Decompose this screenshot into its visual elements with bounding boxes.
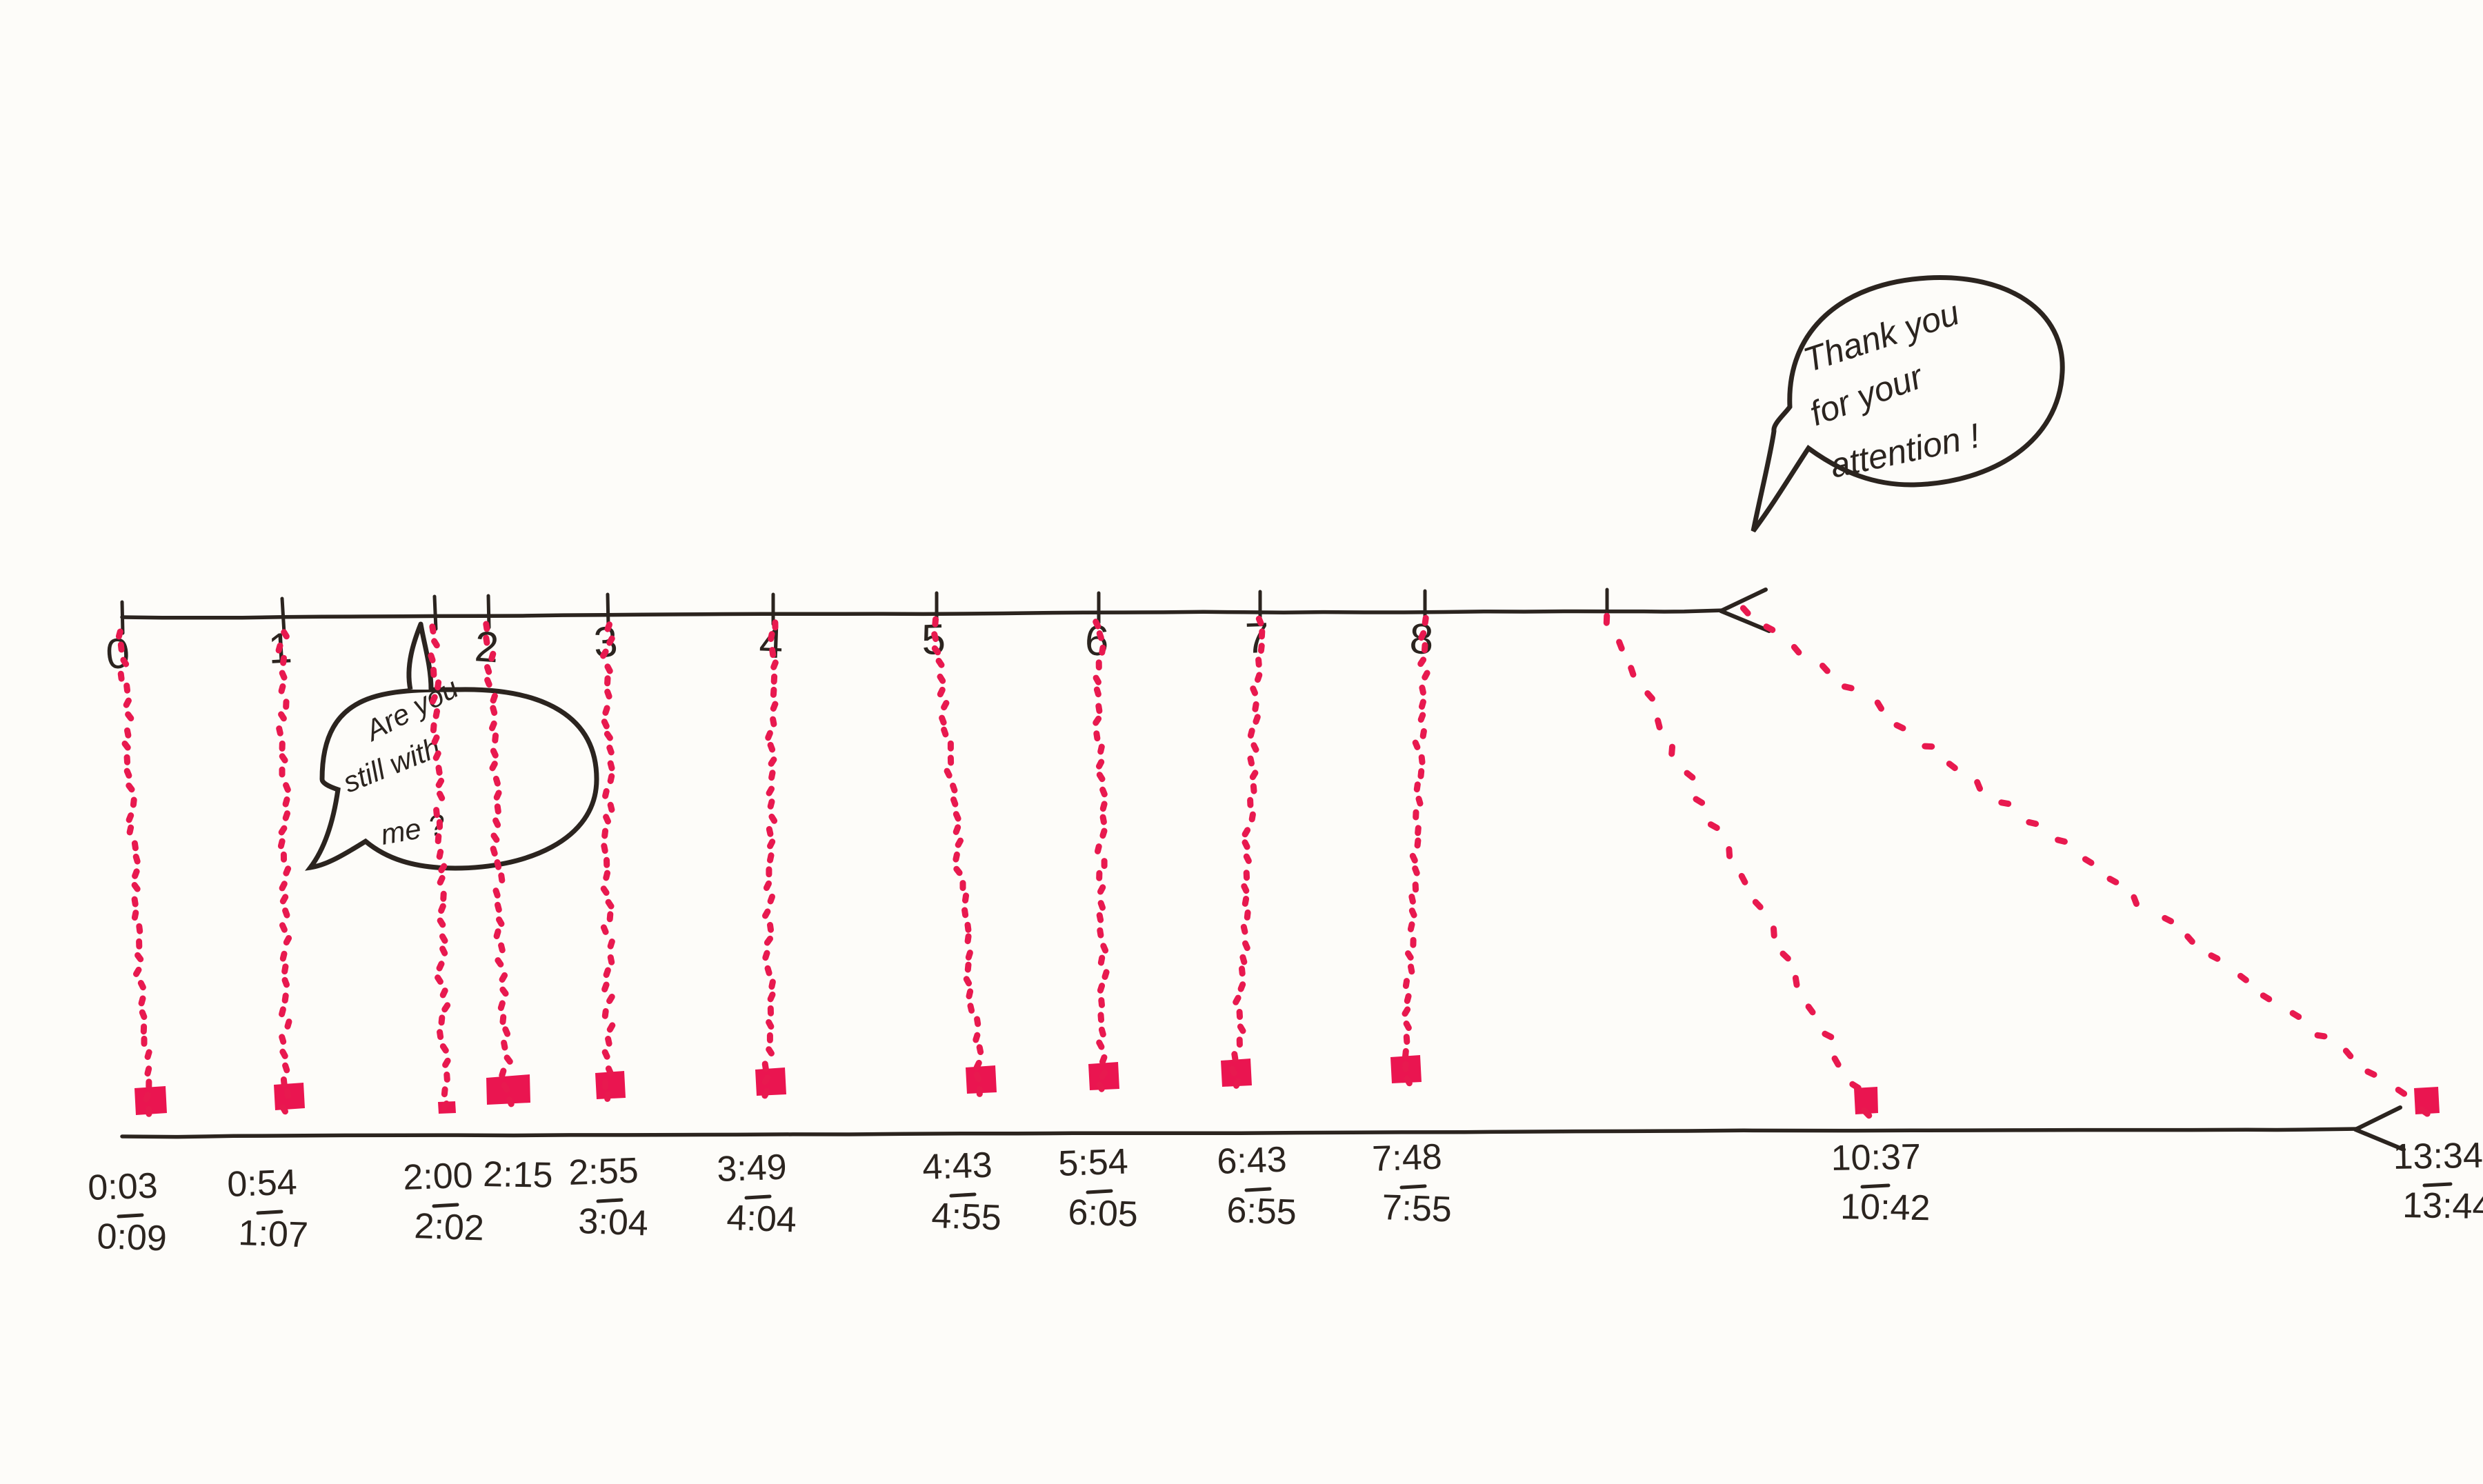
svg-text:0:09: 0:09 <box>97 1216 168 1259</box>
svg-text:7:55: 7:55 <box>1382 1187 1453 1230</box>
svg-text:4:43: 4:43 <box>921 1145 993 1187</box>
svg-text:5:54: 5:54 <box>1057 1141 1128 1183</box>
svg-text:13:44: 13:44 <box>2402 1185 2483 1227</box>
svg-text:13:34: 13:34 <box>2393 1136 2483 1177</box>
svg-text:10:37: 10:37 <box>1831 1137 1921 1179</box>
svg-text:4:55: 4:55 <box>931 1196 1002 1238</box>
svg-text:2:15: 2:15 <box>483 1154 553 1196</box>
svg-text:0:03: 0:03 <box>87 1165 158 1207</box>
svg-text:6:05: 6:05 <box>1068 1192 1139 1234</box>
svg-text:2:00: 2:00 <box>402 1155 473 1197</box>
svg-text:2:02: 2:02 <box>414 1206 485 1248</box>
svg-text:6:43: 6:43 <box>1216 1139 1287 1181</box>
svg-text:4: 4 <box>759 619 784 668</box>
svg-text:7:48: 7:48 <box>1371 1136 1442 1179</box>
svg-text:1:07: 1:07 <box>238 1213 309 1255</box>
svg-text:3:49: 3:49 <box>716 1147 787 1189</box>
svg-text:3: 3 <box>592 618 619 667</box>
svg-text:2:55: 2:55 <box>568 1150 639 1192</box>
svg-text:10:42: 10:42 <box>1840 1187 1931 1228</box>
svg-text:0:54: 0:54 <box>226 1162 297 1204</box>
svg-text:6:55: 6:55 <box>1226 1190 1297 1232</box>
svg-text:4:04: 4:04 <box>726 1198 797 1240</box>
svg-text:3:04: 3:04 <box>578 1201 649 1243</box>
